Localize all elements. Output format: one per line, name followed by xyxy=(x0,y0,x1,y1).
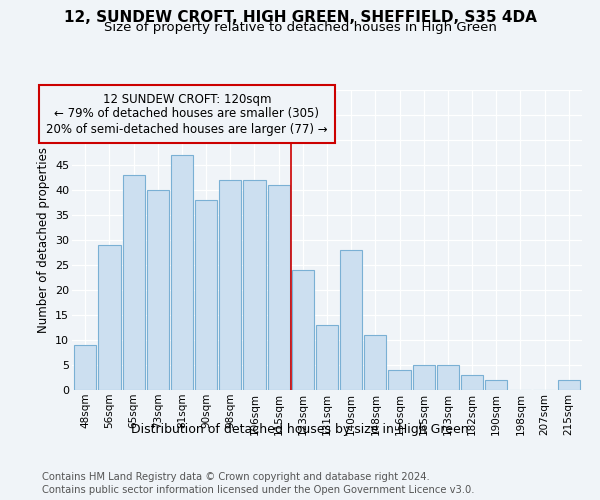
Bar xyxy=(340,250,362,390)
Bar xyxy=(171,155,193,390)
Bar xyxy=(244,180,266,390)
Bar xyxy=(74,345,97,390)
Bar xyxy=(364,335,386,390)
Text: 12 SUNDEW CROFT: 120sqm
← 79% of detached houses are smaller (305)
20% of semi-d: 12 SUNDEW CROFT: 120sqm ← 79% of detache… xyxy=(46,92,328,136)
Bar xyxy=(557,380,580,390)
Bar xyxy=(437,365,459,390)
Y-axis label: Number of detached properties: Number of detached properties xyxy=(37,147,50,333)
Text: Contains HM Land Registry data © Crown copyright and database right 2024.: Contains HM Land Registry data © Crown c… xyxy=(42,472,430,482)
Text: Contains public sector information licensed under the Open Government Licence v3: Contains public sector information licen… xyxy=(42,485,475,495)
Bar xyxy=(98,245,121,390)
Bar xyxy=(195,200,217,390)
Bar xyxy=(461,375,483,390)
Bar xyxy=(316,325,338,390)
Bar xyxy=(146,190,169,390)
Bar xyxy=(219,180,241,390)
Bar xyxy=(268,185,290,390)
Text: Distribution of detached houses by size in High Green: Distribution of detached houses by size … xyxy=(131,422,469,436)
Bar xyxy=(388,370,410,390)
Bar xyxy=(292,270,314,390)
Text: Size of property relative to detached houses in High Green: Size of property relative to detached ho… xyxy=(104,21,496,34)
Bar xyxy=(485,380,508,390)
Bar xyxy=(413,365,435,390)
Text: 12, SUNDEW CROFT, HIGH GREEN, SHEFFIELD, S35 4DA: 12, SUNDEW CROFT, HIGH GREEN, SHEFFIELD,… xyxy=(64,10,536,25)
Bar xyxy=(122,175,145,390)
